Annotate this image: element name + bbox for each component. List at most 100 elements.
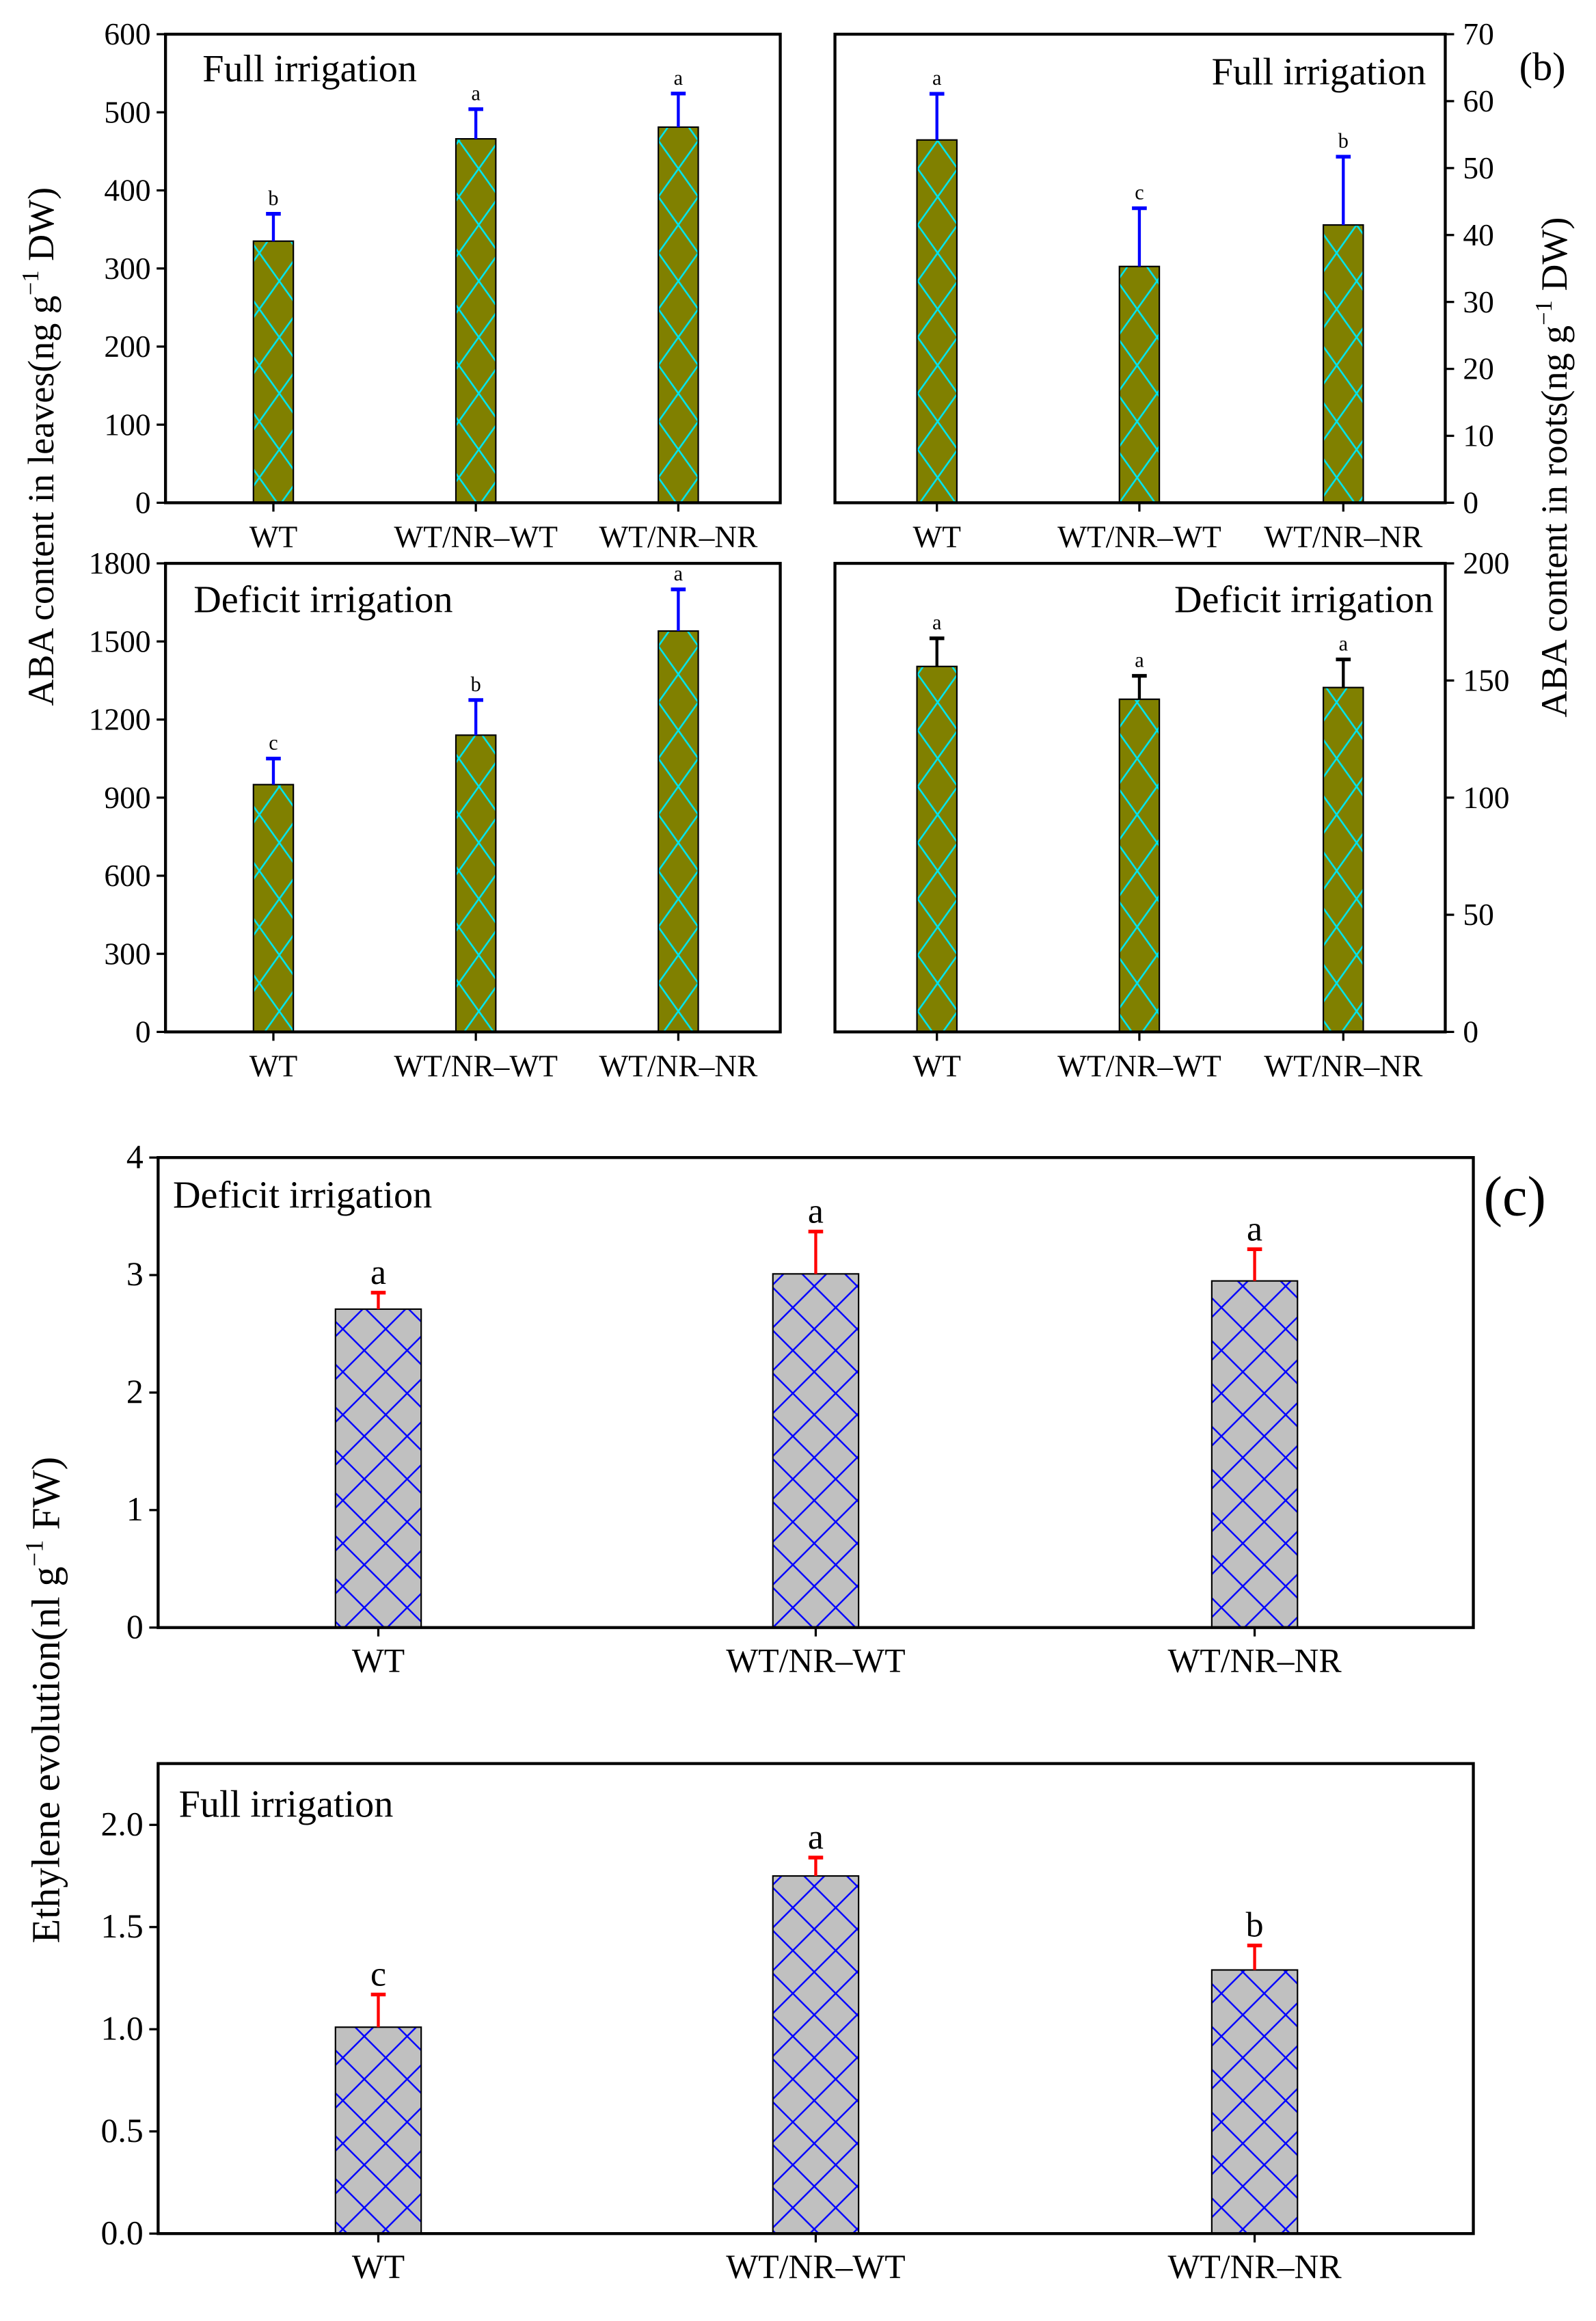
bar-1	[252, 783, 295, 1033]
panel-title: Deficit irrigation	[173, 1175, 432, 1217]
significance-letter-2: a	[808, 1818, 824, 1857]
panel-title: Full irrigation	[1212, 51, 1426, 94]
x-tick-label-2: WT/NR–WT	[394, 1049, 557, 1083]
bar-1	[916, 139, 958, 504]
aba-leaves-ylabel: ABA content in leaves(ng g−1 DW)	[18, 187, 62, 706]
y-tick-label-3: 3	[126, 1255, 144, 1293]
y-tick-label-2: 20	[1463, 352, 1493, 386]
y-tick-label-0: 0	[126, 1608, 144, 1646]
x-tick-label-3: WT/NR–NR	[1168, 1642, 1342, 1680]
y-tick-label-5: 500	[104, 95, 150, 129]
x-tick-label-2: WT/NR–WT	[726, 1642, 905, 1680]
aba-leaves-ylabel-sup: −1	[18, 270, 44, 295]
y-tick-label-6: 60	[1463, 84, 1493, 118]
chart-panel-1: b WT a WT/NR–WT a WT/NR–NR 0 100 200 300 400 500 600…	[104, 17, 782, 554]
aba-leaves-ylabel-tail: DW)	[21, 187, 62, 271]
y-tick-label-4: 400	[104, 174, 150, 208]
bar-3	[1210, 1969, 1299, 2235]
significance-letter-1: a	[370, 1253, 386, 1292]
y-tick-label-4: 1200	[89, 703, 151, 737]
y-tick-label-4: 40	[1463, 218, 1493, 252]
y-tick-label-1: 50	[1463, 898, 1493, 932]
significance-letter-1: b	[268, 187, 278, 210]
y-tick-label-1: 1	[126, 1490, 144, 1528]
x-tick-label-1: WT	[912, 1049, 961, 1083]
bar-2	[772, 1875, 860, 2235]
x-tick-label-3: WT/NR–NR	[1264, 1049, 1423, 1083]
significance-letter-3: a	[674, 562, 684, 585]
x-tick-label-1: WT	[352, 2248, 405, 2285]
x-tick-label-1: WT	[249, 1049, 298, 1083]
significance-letter-3: a	[674, 66, 684, 90]
x-tick-label-2: WT/NR–WT	[1057, 1049, 1221, 1083]
y-tick-label-3: 300	[104, 252, 150, 286]
y-tick-label-0: 0	[1463, 486, 1478, 520]
bar-2	[772, 1273, 860, 1628]
x-tick-label-2: WT/NR–WT	[726, 2248, 905, 2285]
bar-2	[455, 138, 497, 504]
chart-panel-3: c WT b WT/NR–WT a WT/NR–NR 0 300 600 900 1200 1500 1…	[89, 546, 782, 1083]
y-tick-label-4: 2.0	[101, 1805, 144, 1842]
x-tick-label-1: WT	[912, 520, 961, 554]
bar-3	[1323, 224, 1364, 504]
significance-letter-2: c	[1135, 181, 1144, 204]
x-tick-label-1: WT	[249, 520, 298, 554]
x-tick-label-3: WT/NR–NR	[599, 520, 758, 554]
bar-3	[658, 126, 699, 504]
y-tick-label-5: 50	[1463, 151, 1493, 185]
y-tick-label-1: 300	[104, 937, 150, 971]
y-tick-label-1: 100	[104, 407, 150, 442]
significance-letter-2: a	[808, 1192, 824, 1231]
y-tick-label-0: 0	[135, 486, 151, 520]
significance-letter-1: c	[370, 1955, 386, 1994]
y-tick-label-3: 1.5	[101, 1907, 144, 1945]
y-tick-label-1: 0.5	[101, 2112, 144, 2149]
significance-letter-3: a	[1339, 632, 1349, 656]
bar-1	[252, 240, 295, 504]
y-tick-label-3: 900	[104, 781, 150, 815]
y-tick-label-2: 600	[104, 859, 150, 893]
panel-title: Deficit irrigation	[193, 578, 452, 621]
significance-letter-3: a	[1247, 1209, 1262, 1248]
aba-roots-ylabel-tail: DW)	[1534, 217, 1575, 301]
ethylene-ylabel-text: Ethylene evolution(nl g	[23, 1566, 68, 1943]
y-tick-label-6: 600	[104, 17, 150, 51]
y-tick-label-4: 200	[1463, 546, 1509, 580]
plot-frame	[157, 1762, 1475, 2236]
aba-roots-ylabel-sup: −1	[1531, 300, 1557, 325]
y-tick-label-0: 0.0	[101, 2214, 144, 2251]
bar-1	[334, 2026, 422, 2235]
ethylene-ylabel: Ethylene evolution(nl g−1 FW)	[21, 1457, 68, 1944]
bar-3	[1210, 1280, 1299, 1628]
y-tick-label-2: 1.0	[101, 2009, 144, 2047]
aba-roots-ylabel-text: ABA content in roots(ng g	[1534, 325, 1575, 717]
bar-2	[455, 734, 497, 1033]
x-tick-label-2: WT/NR–WT	[394, 520, 557, 554]
panel-b-label: (b)	[1519, 44, 1566, 89]
bar-3	[658, 630, 699, 1033]
panel-title: Deficit irrigation	[1174, 578, 1433, 621]
ethylene-ylabel-sup: −1	[21, 1540, 49, 1566]
significance-letter-1: c	[269, 732, 278, 755]
aba-roots-ylabel: ABA content in roots(ng g−1 DW)	[1531, 217, 1575, 718]
aba-leaves-ylabel-text: ABA content in leaves(ng g	[21, 295, 62, 706]
chart-panel-6: c WT a WT/NR–WT b WT/NR–NR 0.0 0.5 1.0 1.5 2.0 Full…	[101, 1762, 1475, 2285]
x-tick-label-1: WT	[352, 1642, 405, 1680]
y-tick-label-0: 0	[1463, 1015, 1478, 1049]
y-tick-label-5: 1500	[89, 624, 151, 658]
y-tick-label-2: 2	[126, 1373, 144, 1410]
bar-2	[1118, 265, 1161, 504]
significance-letter-1: a	[932, 66, 942, 90]
panel-c-label: (c)	[1484, 1165, 1546, 1227]
y-tick-label-1: 10	[1463, 419, 1493, 453]
ethylene-ylabel-tail: FW)	[23, 1457, 68, 1540]
chart-panel-4: a WT a WT/NR–WT a WT/NR–NR 0 50 100 150 200 Deficit…	[833, 546, 1510, 1083]
x-tick-label-2: WT/NR–WT	[1057, 520, 1221, 554]
bar-1	[334, 1308, 422, 1628]
y-tick-label-0: 0	[135, 1015, 151, 1049]
y-tick-label-3: 150	[1463, 664, 1509, 698]
y-tick-label-2: 100	[1463, 781, 1509, 815]
significance-letter-2: b	[471, 673, 481, 696]
chart-panel-2: a WT c WT/NR–WT b WT/NR–NR 0 10 20 30 40 50 60 70 Full…	[833, 17, 1494, 554]
